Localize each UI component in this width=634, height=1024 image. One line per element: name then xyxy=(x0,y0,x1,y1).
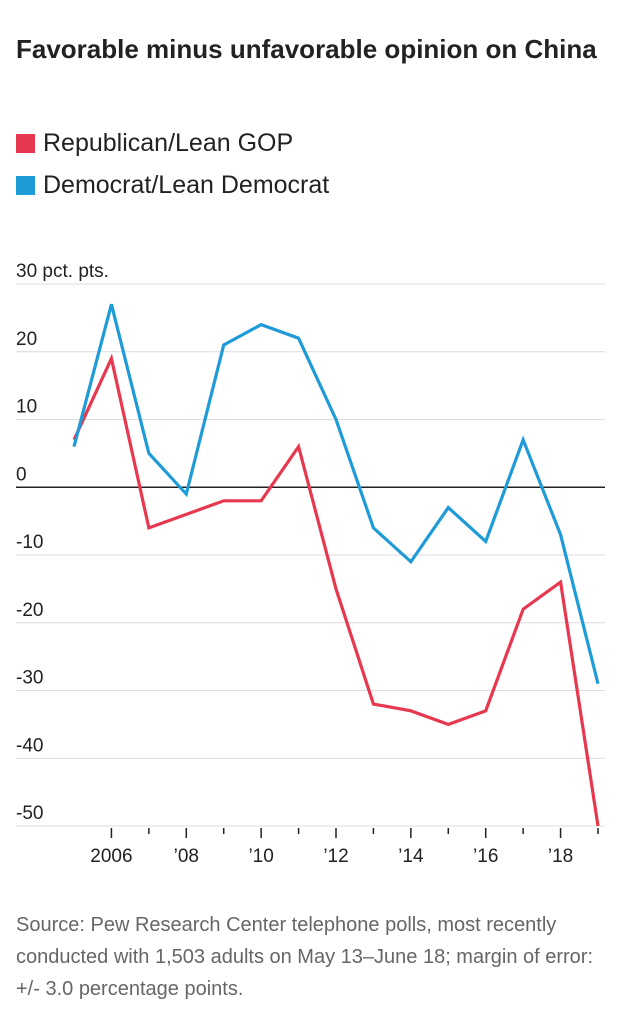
y-tick-label: -10 xyxy=(16,532,43,553)
legend-swatch-republican xyxy=(16,133,35,153)
series-layer xyxy=(72,303,600,827)
y-tick-label: 0 xyxy=(16,464,27,485)
x-tick-label: ’18 xyxy=(548,846,573,867)
axis-layer: 30 pct. pts. 20 10 0 -10 -20 -30 -40 -50 2006 ’08 ’… xyxy=(16,261,599,867)
y-tick-label: 30 pct. pts. xyxy=(16,261,109,282)
source-note: Source: Pew Research Center telephone po… xyxy=(16,914,594,1000)
legend: Republican/Lean GOP Democrat/Lean Democr… xyxy=(16,122,329,206)
legend-label-democrat: Democrat/Lean Democrat xyxy=(43,170,330,199)
legend-item-democrat: Democrat/Lean Democrat xyxy=(16,164,329,206)
y-tick-label: 10 xyxy=(16,397,37,418)
y-tick-label: -50 xyxy=(16,803,43,824)
y-tick-label: -30 xyxy=(16,668,43,689)
x-tick-label: ’12 xyxy=(323,846,348,867)
x-tick-label: ’14 xyxy=(398,846,424,867)
x-tick-label: ’10 xyxy=(248,846,273,867)
y-tick-label: -40 xyxy=(16,735,43,756)
series-line-democrat xyxy=(72,303,600,685)
legend-swatch-democrat xyxy=(16,175,35,195)
x-tick-label: ’16 xyxy=(473,846,498,867)
legend-label-republican: Republican/Lean GOP xyxy=(43,128,294,157)
legend-item-republican: Republican/Lean GOP xyxy=(16,122,329,164)
x-tick-label: ’08 xyxy=(174,846,199,867)
grid-layer xyxy=(16,283,605,827)
x-tick-label: 2006 xyxy=(90,846,132,867)
line-chart: 30 pct. pts. 20 10 0 -10 -20 -30 -40 -50 2006 ’08 ’… xyxy=(16,261,605,867)
chart-title: Favorable minus unfavorable opinion on C… xyxy=(16,34,597,64)
y-tick-label: -20 xyxy=(16,600,43,621)
y-tick-label: 20 xyxy=(16,329,37,350)
series-line-republican xyxy=(72,353,600,827)
